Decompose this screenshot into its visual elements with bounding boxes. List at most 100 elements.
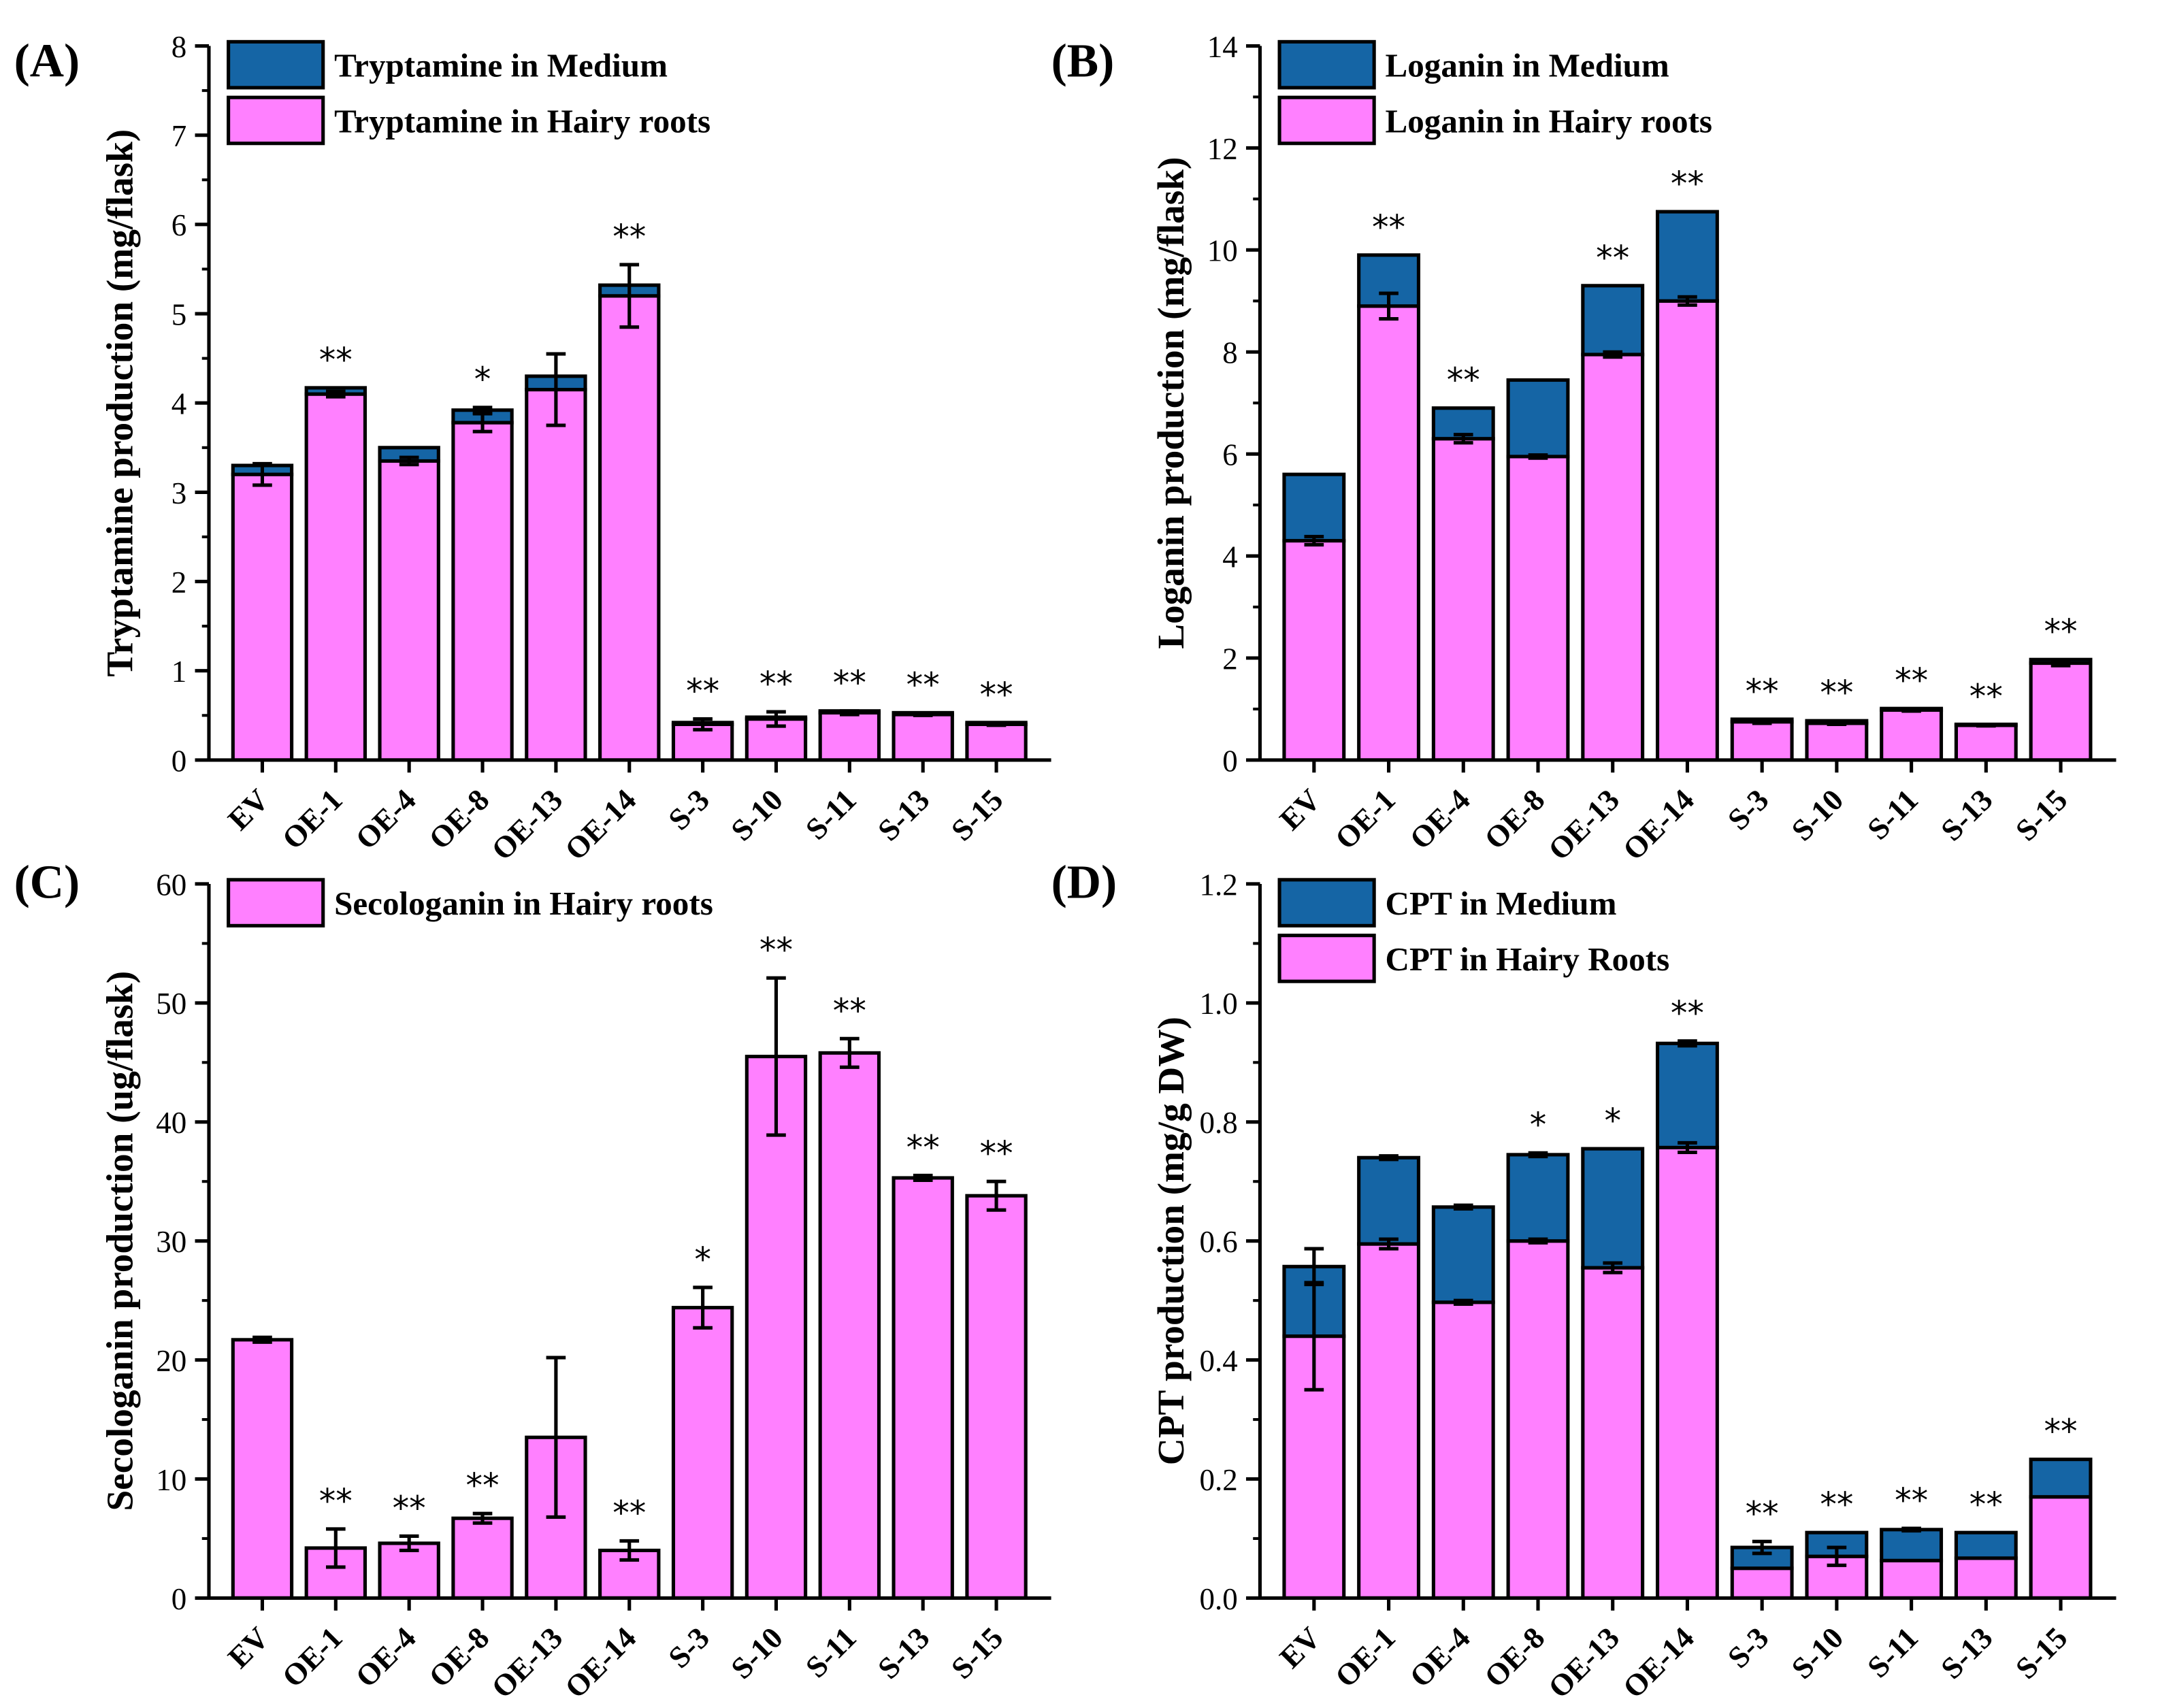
y-tick-label: 0.0	[1199, 1582, 1237, 1616]
significance-label: **	[1447, 360, 1480, 399]
y-tick-label: 0.6	[1199, 1225, 1237, 1259]
bar-hairy	[1954, 1556, 2018, 1600]
error-bar	[766, 710, 786, 728]
x-tick-label: OE-14	[1616, 783, 1701, 867]
error-bar	[1528, 1151, 1548, 1159]
error-bar	[619, 1539, 640, 1562]
error-bar	[1379, 291, 1399, 321]
bar-medium	[1506, 1153, 1570, 1243]
bar-hairy	[818, 1051, 881, 1600]
bar-hairy	[818, 710, 881, 762]
error-bar	[399, 455, 419, 467]
x-tick-label: OE-14	[558, 1620, 642, 1705]
legend-label: CPT in Medium	[1386, 885, 1617, 922]
bar-hairy	[451, 421, 514, 762]
error-bar	[986, 721, 1007, 727]
y-tick-label: 2	[171, 565, 187, 600]
y-tick-label: 40	[156, 1106, 186, 1140]
error-bar	[546, 352, 566, 427]
error-bar	[1752, 1539, 1772, 1556]
y-tick-label: 3	[171, 476, 187, 510]
x-tick-label: OE-4	[349, 783, 423, 856]
significance-label: **	[1969, 676, 2003, 716]
y-axis-label: Loganin production (mg/flask)	[1150, 157, 1192, 649]
significance-label: **	[833, 991, 866, 1030]
significance-label: **	[393, 1488, 426, 1528]
bar-hairy	[2029, 1495, 2093, 1600]
significance-label: **	[980, 1134, 1013, 1173]
panel-label: (B)	[1051, 35, 1115, 88]
significance-label: **	[1671, 164, 1704, 203]
y-tick-label: 12	[1207, 132, 1238, 166]
error-bar	[1752, 718, 1772, 725]
error-bar	[1379, 1237, 1399, 1251]
significance-label: **	[319, 1481, 353, 1520]
y-tick-label: 0.8	[1199, 1106, 1237, 1140]
significance-label: **	[906, 1128, 940, 1167]
bar-hairy	[1880, 708, 1944, 762]
significance-label: **	[465, 1466, 499, 1505]
legend-label: Tryptamine in Medium	[334, 47, 668, 84]
legend-label: Tryptamine in Hairy roots	[334, 102, 710, 139]
y-tick-label: 5	[171, 297, 187, 331]
bar-hairy	[1506, 1239, 1570, 1600]
error-bar	[325, 389, 346, 399]
x-tick-label: S-11	[799, 783, 863, 847]
x-tick-label: OE-13	[1541, 1620, 1626, 1705]
legend-swatch-medium	[1277, 39, 1376, 90]
x-tick-label: S-3	[661, 1620, 716, 1675]
x-tick-label: S-11	[1861, 1620, 1925, 1684]
y-tick-label: 4	[1222, 540, 1238, 574]
significance-label: **	[833, 663, 866, 702]
error-bar	[1827, 1545, 1847, 1567]
significance-label: **	[1596, 237, 1629, 277]
bar-hairy	[1431, 437, 1495, 762]
error-bar	[913, 712, 933, 717]
x-tick-label: OE-13	[485, 783, 569, 867]
x-tick-label: OE-1	[1328, 1620, 1402, 1694]
y-tick-label: 0.2	[1199, 1463, 1237, 1497]
x-tick-label: OE-8	[423, 1620, 496, 1694]
error-bar	[1453, 433, 1473, 445]
significance-label: **	[1969, 1485, 2003, 1524]
error-bar	[1678, 295, 1697, 307]
error-bar	[693, 1285, 713, 1330]
x-tick-label: S-10	[1785, 783, 1850, 847]
x-tick-label: S-3	[1721, 783, 1776, 837]
bar-hairy	[1357, 1242, 1421, 1600]
chart-panel-3: (D)* ***** ** ** ****0.00.20.40.60.81.01.2EV…	[1051, 856, 2116, 1705]
x-tick-label: S-11	[799, 1620, 863, 1684]
error-bar	[1603, 1261, 1623, 1275]
x-tick-label: OE-8	[1478, 783, 1552, 856]
error-bar	[1453, 1203, 1473, 1211]
significance-label: **	[759, 664, 793, 704]
y-tick-label: 30	[156, 1225, 186, 1259]
legend-label: Loganin in Medium	[1386, 47, 1669, 84]
x-tick-label: S-10	[1785, 1620, 1850, 1685]
bar-hairy	[1506, 455, 1570, 762]
legend-label: CPT in Hairy Roots	[1386, 940, 1670, 978]
x-tick-label: S-3	[1721, 1620, 1776, 1675]
bar-hairy	[965, 1194, 1028, 1600]
error-bar	[1304, 1247, 1324, 1287]
x-tick-label: OE-4	[1403, 783, 1477, 856]
bar-medium	[1954, 1530, 2018, 1560]
x-tick-label: OE-1	[276, 1620, 349, 1694]
bar-hairy	[1954, 723, 2018, 762]
bar-hairy	[892, 712, 954, 762]
error-bar	[472, 406, 493, 415]
x-tick-label: EV	[1273, 1620, 1328, 1675]
bar-hairy	[745, 1055, 808, 1600]
x-tick-label: OE-4	[349, 1620, 423, 1694]
y-tick-label: 2	[1222, 642, 1238, 676]
bar-hairy	[1730, 720, 1794, 762]
error-bar	[840, 1036, 860, 1069]
x-tick-label: EV	[221, 1620, 276, 1675]
bar-hairy	[304, 392, 367, 762]
y-tick-label: 7	[171, 119, 187, 153]
y-axis-label: Secologanin production (ug/flask)	[99, 971, 140, 1511]
bar-medium	[1431, 1205, 1495, 1304]
legend-swatch-hairy	[227, 878, 325, 927]
significance-label: **	[1820, 1485, 1853, 1524]
